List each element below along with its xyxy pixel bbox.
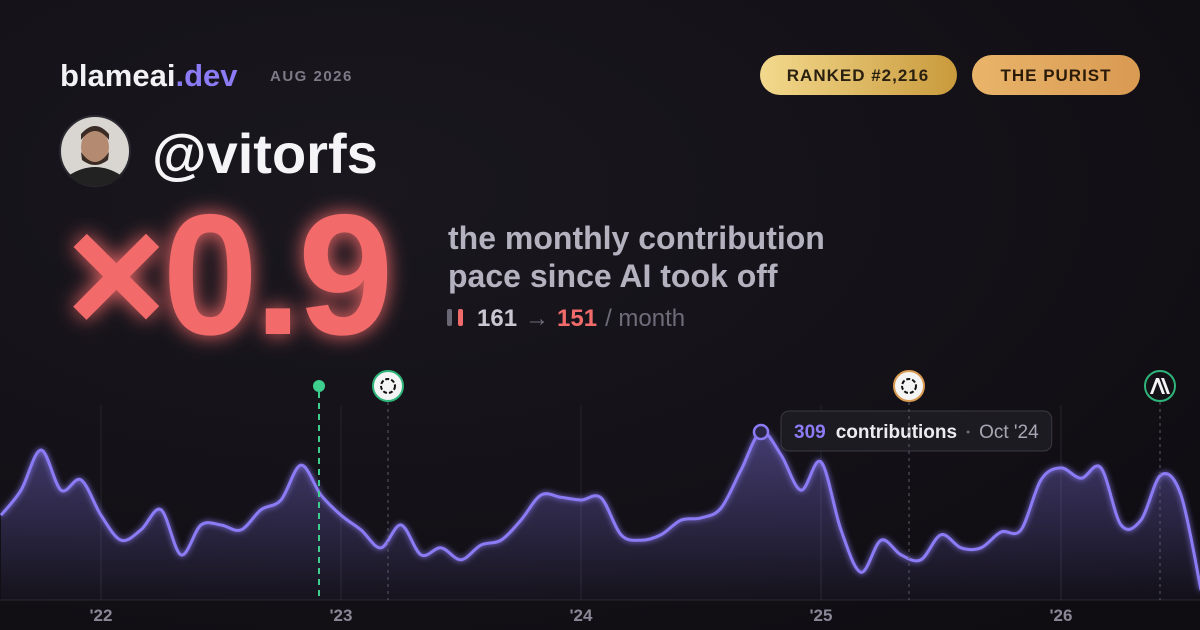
description: the monthly contribution xyxy=(448,220,825,256)
brand-name: blameai xyxy=(60,58,175,93)
x-tick-label: '24 xyxy=(570,606,593,625)
avatar xyxy=(59,115,131,187)
badge xyxy=(972,55,1140,95)
tooltip: 309 contributions Oct '24 xyxy=(780,410,1053,452)
x-tick-label: '22 xyxy=(90,606,113,625)
event-icon xyxy=(1150,378,1170,394)
event-icon xyxy=(901,378,917,394)
event-icon xyxy=(893,370,925,402)
pace-after: 151 xyxy=(557,305,597,332)
x-tick-label: '23 xyxy=(330,606,353,625)
brand: blameai.dev xyxy=(60,58,238,93)
pace-unit: / month xyxy=(605,305,685,332)
period: AUG 2026 xyxy=(270,68,353,85)
pace-icon xyxy=(447,309,452,326)
event-icon xyxy=(380,378,396,394)
tooltip-unit: contributions xyxy=(836,422,957,443)
tooltip-box xyxy=(780,410,1053,452)
line xyxy=(0,430,1200,591)
tooltip-date: Oct '24 xyxy=(979,422,1039,443)
brand-tld: .dev xyxy=(175,58,238,93)
event-markers xyxy=(313,370,1176,600)
highlight-point xyxy=(752,423,770,441)
badge-title: THE PURIST xyxy=(1000,66,1111,85)
handle: @vitorfs xyxy=(152,122,378,185)
event-icon xyxy=(372,370,404,402)
tooltip-separator xyxy=(966,430,970,434)
pace-icon xyxy=(458,309,463,326)
description: pace since AI took off xyxy=(448,258,778,294)
event-dot xyxy=(313,380,325,392)
area xyxy=(1,431,1200,600)
pace: 161 → 151 / month xyxy=(477,305,685,332)
badge xyxy=(760,55,957,95)
badge-rank: RANKED #2,216 xyxy=(787,66,929,85)
multiplier: ×0.9 xyxy=(66,179,390,371)
chart: '22 '23 '24 '25 '26 309 contributions Oct '24 xyxy=(0,405,1200,625)
pace-before: 161 xyxy=(477,305,517,332)
x-tick-label: '25 xyxy=(810,606,833,625)
pace-arrow: → xyxy=(525,305,549,332)
tooltip-value: 309 xyxy=(794,422,826,443)
x-tick-label: '26 xyxy=(1050,606,1073,625)
